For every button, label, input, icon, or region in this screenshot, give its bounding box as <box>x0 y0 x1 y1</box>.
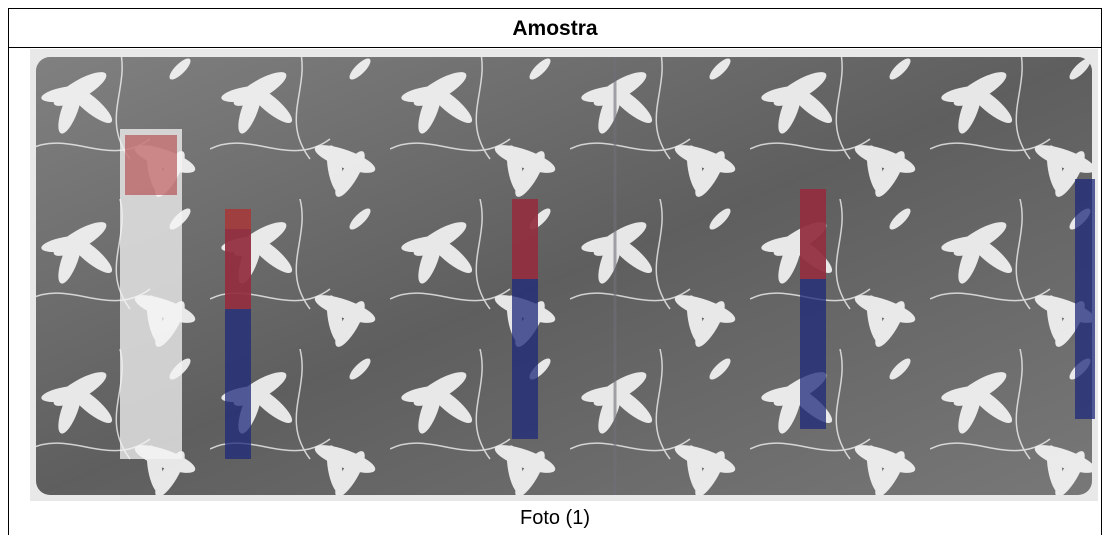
photo <box>30 49 1098 501</box>
sample-frame: Amostra <box>8 8 1102 535</box>
section-title: Amostra <box>512 17 598 40</box>
title-rule <box>9 47 1101 48</box>
figure-caption: Foto (1) <box>519 507 591 529</box>
